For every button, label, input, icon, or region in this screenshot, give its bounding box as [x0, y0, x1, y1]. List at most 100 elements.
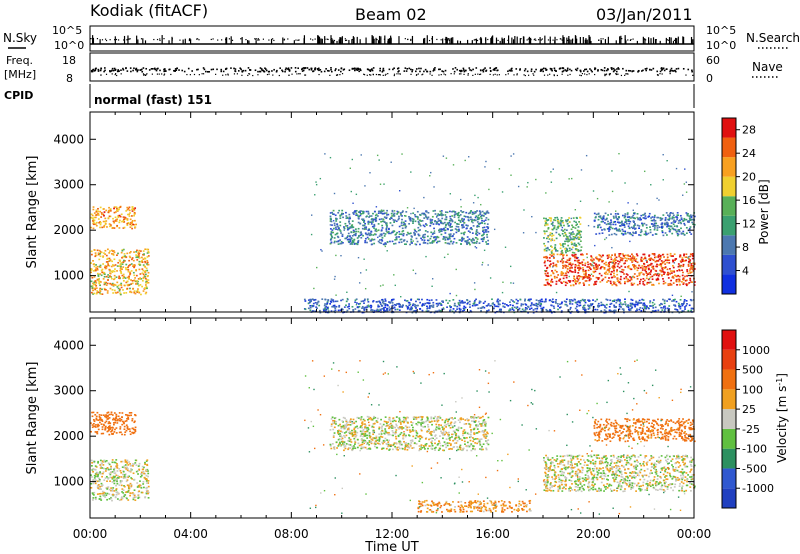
echo-cell [535, 310, 538, 313]
nave-point [458, 73, 461, 75]
echo-cell [672, 260, 674, 263]
echo-cell [440, 304, 443, 306]
echo-cell [482, 305, 485, 308]
echo-cell [585, 276, 588, 278]
echo-cell [109, 215, 112, 218]
echo-cell [398, 225, 401, 228]
echo-cell [478, 302, 481, 304]
echo-cell [510, 174, 512, 176]
echo-cell [319, 311, 322, 314]
echo-cell [394, 239, 397, 241]
echo-cell [555, 291, 558, 294]
echo-cell [657, 216, 660, 219]
echo-cell [129, 218, 132, 221]
echo-cell [127, 266, 129, 269]
echo-cell [692, 262, 695, 265]
echo-cell [671, 272, 673, 274]
echo-cell [571, 299, 574, 302]
echo-cell [377, 229, 380, 232]
echo-cell [607, 228, 610, 230]
echo-cell [116, 218, 119, 221]
echo-cell [686, 269, 689, 271]
echo-cell [90, 216, 93, 219]
echo-cell [591, 259, 594, 262]
echo-cell [592, 275, 595, 277]
echo-cell [399, 212, 402, 214]
echo-cell [133, 264, 136, 266]
echo-cell [92, 218, 95, 221]
echo-cell [103, 252, 105, 254]
echo-cell [355, 242, 358, 245]
echo-cell [141, 272, 144, 274]
echo-cell [497, 302, 500, 305]
echo-cell [108, 252, 111, 254]
echo-cell [626, 213, 629, 216]
echo-cell [548, 299, 551, 302]
echo-cell [637, 218, 640, 221]
echo-cell [679, 299, 682, 301]
echo-cell [624, 304, 627, 306]
echo-cell [685, 259, 687, 262]
echo-cell [678, 220, 680, 222]
echo-cell [577, 238, 580, 240]
echo-cell [402, 230, 405, 232]
echo-cell [660, 260, 663, 262]
echo-cell [103, 281, 106, 284]
echo-cell [584, 262, 587, 265]
echo-cell [657, 274, 660, 277]
echo-cell [680, 264, 683, 267]
echo-cell [594, 244, 596, 247]
echo-cell [592, 266, 595, 269]
echo-cell [354, 301, 357, 303]
echo-cell [562, 254, 565, 256]
echo-cell [597, 278, 600, 280]
echo-cell [98, 221, 101, 224]
echo-cell [476, 221, 479, 223]
echo-cell [615, 210, 617, 212]
echo-cell [346, 238, 349, 241]
echo-cell [605, 223, 608, 226]
echo-cell [442, 300, 444, 302]
echo-cell [389, 302, 392, 304]
echo-cell [357, 306, 359, 308]
freq-point [489, 67, 492, 69]
echo-cell [651, 278, 654, 281]
echo-cell [97, 291, 100, 294]
echo-cell [554, 219, 557, 222]
echo-cell [416, 298, 419, 301]
echo-cell [598, 254, 601, 256]
nave-point [268, 73, 270, 75]
echo-cell [651, 253, 654, 255]
echo-cell [642, 299, 645, 301]
echo-cell [421, 298, 423, 301]
echo-cell [507, 304, 510, 307]
nsearch-point [507, 39, 509, 41]
echo-cell [131, 210, 134, 212]
echo-cell [669, 272, 672, 275]
freq-point [319, 69, 322, 71]
freq-point [150, 68, 153, 70]
echo-cell [624, 232, 627, 235]
freq-point [111, 67, 114, 70]
echo-cell [458, 229, 460, 232]
echo-cell [578, 282, 581, 285]
echo-cell [442, 236, 445, 238]
echo-cell [115, 219, 117, 221]
echo-cell [561, 253, 564, 255]
echo-cell [145, 285, 148, 288]
echo-cell [543, 256, 545, 259]
echo-cell [111, 260, 113, 263]
echo-cell [662, 266, 665, 269]
echo-cell [614, 306, 617, 309]
nsearch-point [673, 39, 676, 41]
echo-cell [471, 228, 473, 231]
echo-cell [572, 231, 574, 233]
echo-cell [607, 256, 610, 258]
nsearch-point [567, 39, 569, 42]
echo-cell [461, 211, 464, 214]
echo-cell [578, 221, 581, 223]
echo-cell [386, 250, 388, 252]
echo-cell [357, 217, 360, 219]
freq-point [530, 70, 533, 72]
echo-cell [332, 209, 335, 212]
